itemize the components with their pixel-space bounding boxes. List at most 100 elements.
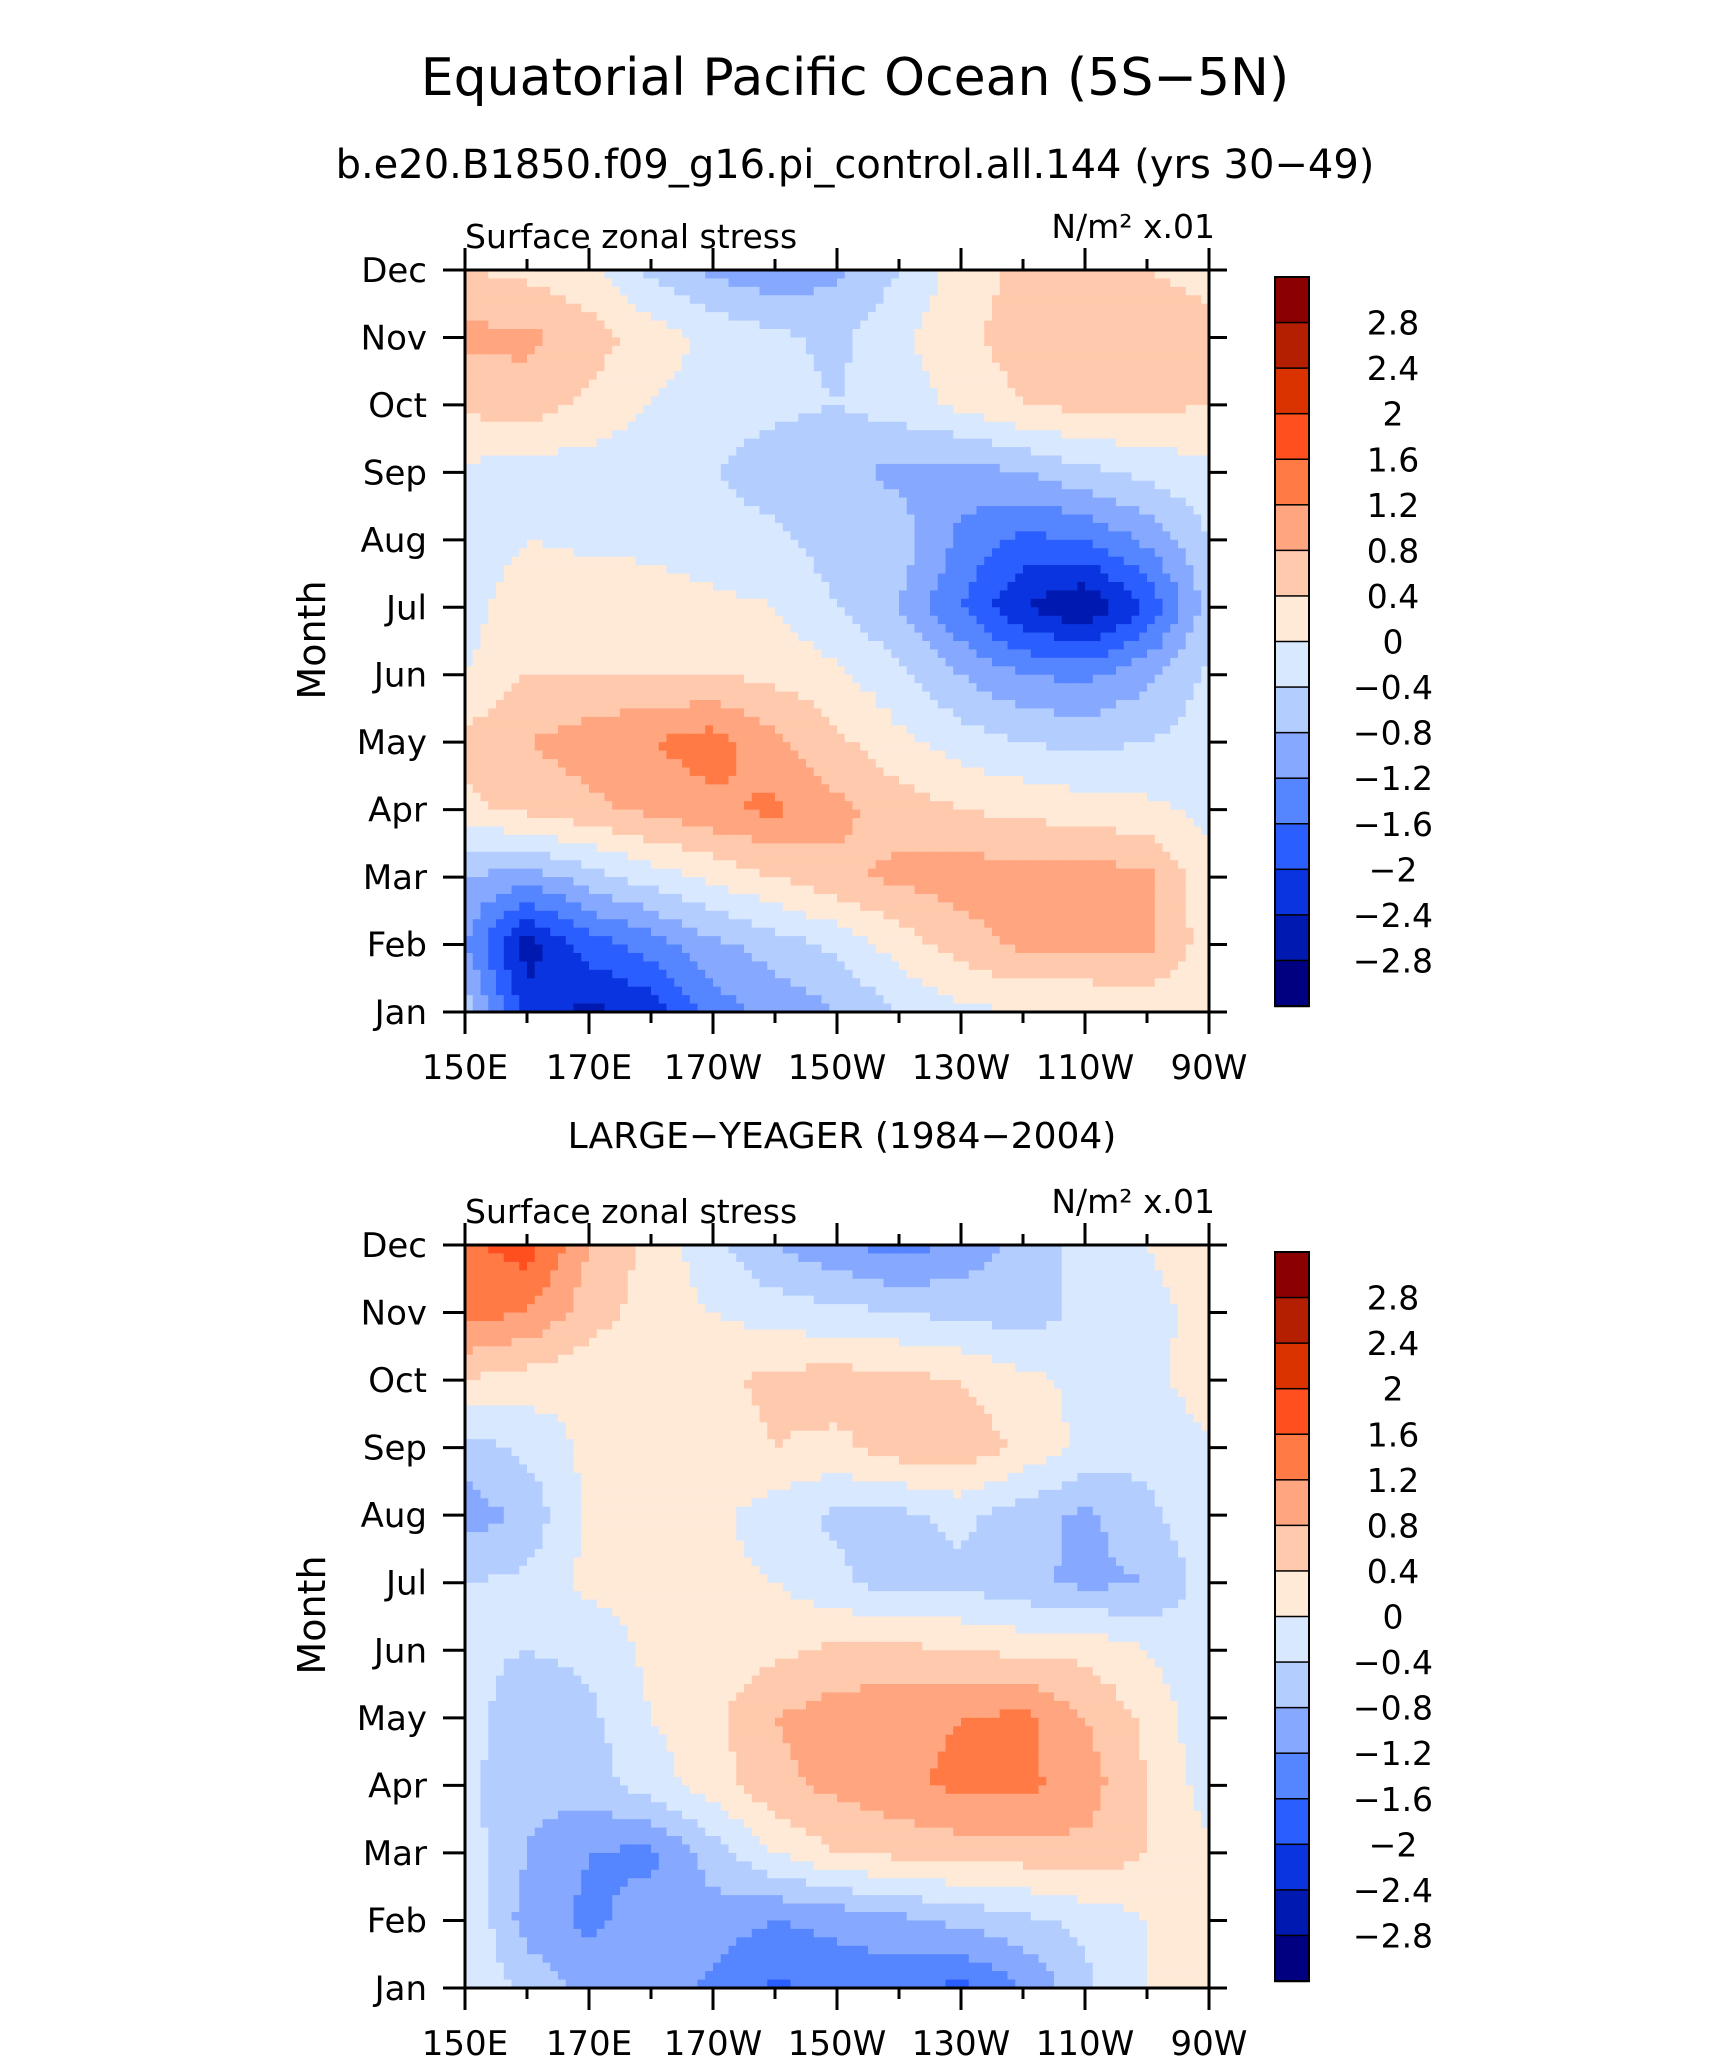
field-cell — [1201, 278, 1210, 288]
field-cell — [759, 371, 768, 381]
field-cell — [744, 463, 753, 473]
field-cell — [1092, 683, 1102, 693]
field-cell — [1007, 666, 1016, 676]
field-cell — [775, 674, 784, 684]
field-cell — [581, 396, 590, 406]
field-cell — [1147, 624, 1156, 634]
field-cell — [937, 371, 947, 381]
field-cell — [1015, 632, 1024, 642]
field-cell — [782, 295, 792, 305]
field-cell — [891, 548, 900, 558]
field-cell — [868, 329, 877, 339]
field-cell — [1038, 649, 1047, 659]
field-cell — [790, 480, 799, 490]
field-cell — [658, 345, 668, 355]
field-cell — [1046, 514, 1055, 524]
field-cell — [465, 674, 474, 684]
field-cell — [596, 455, 606, 465]
field-cell — [775, 303, 784, 313]
field-cell — [976, 489, 985, 499]
field-cell — [728, 430, 737, 440]
field-cell — [1154, 700, 1164, 710]
field-cell — [720, 556, 730, 566]
field-cell — [829, 329, 838, 339]
field-cell — [728, 421, 737, 431]
field-cell — [604, 674, 613, 684]
field-cell — [860, 286, 869, 296]
field-cell — [875, 598, 885, 608]
field-cell — [558, 295, 567, 305]
field-cell — [612, 615, 621, 625]
field-cell — [682, 345, 691, 355]
field-cell — [883, 691, 892, 701]
field-cell — [875, 345, 885, 355]
field-cell — [953, 615, 962, 625]
field-cell — [689, 312, 699, 322]
field-cell — [1030, 497, 1040, 507]
field-cell — [1116, 455, 1125, 465]
field-cell — [984, 362, 993, 372]
field-cell — [968, 371, 978, 381]
field-cell — [627, 362, 637, 372]
field-cell — [899, 455, 908, 465]
field-cell — [589, 303, 598, 313]
field-cell — [1201, 312, 1210, 322]
field-cell — [844, 615, 854, 625]
field-cell — [1178, 413, 1187, 423]
field-cell — [472, 472, 482, 482]
field-cell — [1116, 371, 1125, 381]
field-cell — [844, 531, 854, 541]
field-cell — [573, 447, 582, 457]
field-cell — [759, 565, 768, 575]
field-cell — [542, 539, 551, 549]
field-cell — [589, 438, 598, 448]
field-cell — [868, 447, 877, 457]
field-cell — [829, 303, 838, 313]
field-cell — [984, 320, 993, 330]
field-cell — [705, 489, 714, 499]
field-cell — [875, 337, 885, 347]
field-cell — [744, 497, 753, 507]
field-cell — [821, 320, 830, 330]
field-cell — [1193, 565, 1202, 575]
field-cell — [651, 480, 660, 490]
field-cell — [596, 565, 606, 575]
field-cell — [1015, 329, 1024, 339]
field-cell — [1108, 548, 1117, 558]
field-cell — [751, 413, 761, 423]
field-cell — [697, 683, 706, 693]
field-cell — [806, 455, 815, 465]
field-cell — [1061, 362, 1071, 372]
field-cell — [472, 691, 482, 701]
field-cell — [503, 632, 513, 642]
field-cell — [480, 641, 489, 651]
field-cell — [798, 691, 807, 701]
field-cell — [930, 430, 939, 440]
field-cell — [775, 598, 784, 608]
field-cell — [1046, 345, 1055, 355]
field-cell — [697, 607, 706, 617]
field-cell — [806, 354, 815, 364]
field-cell — [620, 472, 629, 482]
field-cell — [767, 607, 776, 617]
field-cell — [945, 455, 954, 465]
field-cell — [790, 447, 799, 457]
field-cell — [782, 447, 792, 457]
field-cell — [573, 683, 582, 693]
field-cell — [689, 514, 699, 524]
field-cell — [953, 691, 962, 701]
field-cell — [488, 438, 497, 448]
field-cell — [488, 565, 497, 575]
field-cell — [945, 362, 954, 372]
field-cell — [806, 506, 815, 516]
field-cell — [1054, 455, 1063, 465]
field-cell — [472, 413, 482, 423]
field-cell — [976, 581, 985, 592]
field-cell — [782, 388, 792, 398]
field-cell — [844, 607, 854, 617]
field-cell — [852, 472, 861, 482]
field-cell — [705, 548, 714, 558]
field-cell — [751, 379, 761, 389]
field-cell — [581, 581, 590, 592]
field-cell — [922, 556, 931, 566]
